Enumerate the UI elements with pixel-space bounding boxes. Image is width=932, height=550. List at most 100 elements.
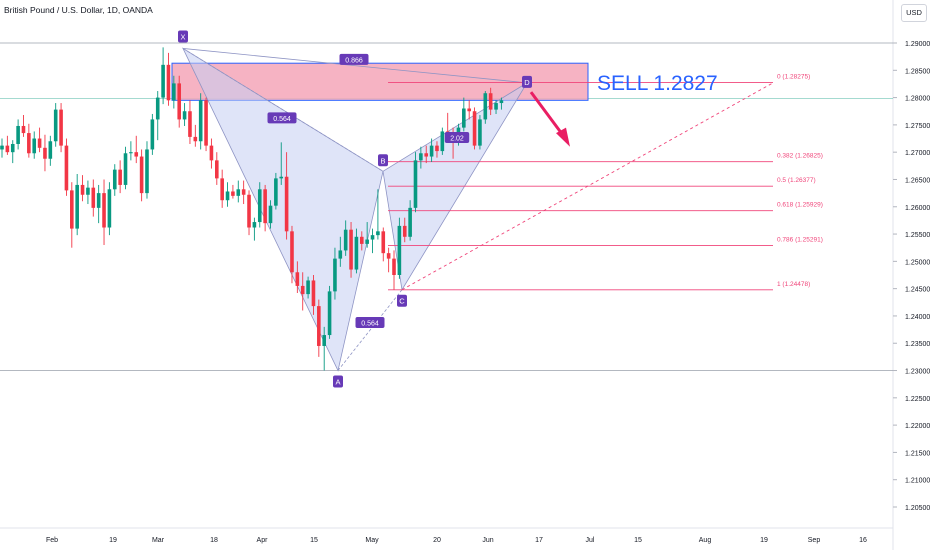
candle-body <box>365 239 369 244</box>
candle-body <box>75 184 79 229</box>
candle-body <box>424 153 429 157</box>
y-tick-label: 1.20500 <box>905 505 930 512</box>
x-tick-label: Apr <box>257 537 269 544</box>
candle-body <box>467 108 471 112</box>
candle-body <box>322 335 326 346</box>
candle-body <box>284 176 289 232</box>
candle-body <box>247 194 251 228</box>
pattern-point-bg <box>178 30 188 43</box>
candle-body <box>338 250 343 259</box>
ratio-label: 2.02 <box>450 135 464 142</box>
candle-body <box>123 153 128 185</box>
fib-level-label: 0.5 (1.26377) <box>777 177 816 184</box>
pattern-point-b: B <box>380 156 385 165</box>
candle-body <box>80 184 85 195</box>
candle-body <box>386 253 391 259</box>
pattern-point-bg <box>333 375 343 388</box>
ratio-label: 0.866 <box>345 57 363 64</box>
candle-body <box>300 285 305 295</box>
y-tick-label: 1.24500 <box>905 287 930 294</box>
candle-body <box>317 306 321 346</box>
candle-body <box>172 83 176 101</box>
candle-body <box>429 145 434 157</box>
y-tick-label: 1.22500 <box>905 396 930 403</box>
candle-body <box>166 64 171 101</box>
candle-body <box>488 93 493 110</box>
candle-body <box>182 111 187 120</box>
x-tick-label: 15 <box>310 537 318 544</box>
candle-body <box>48 141 53 159</box>
y-tick-label: 1.25500 <box>905 232 930 239</box>
candle-body <box>177 83 182 120</box>
candle-body <box>440 131 445 152</box>
y-tick-label: 1.27000 <box>905 150 930 157</box>
candle-body <box>204 100 208 146</box>
candle-body <box>118 169 122 185</box>
candle-body <box>236 189 241 196</box>
x-tick-label: 19 <box>109 537 117 544</box>
pattern-ac-line <box>337 289 403 371</box>
fib-level-label: 0.786 (1.25291) <box>777 236 823 243</box>
y-tick-label: 1.25000 <box>905 259 930 266</box>
sell-annotation: SELL 1.2827 <box>597 72 718 95</box>
candle-body <box>198 100 203 142</box>
candle-body <box>150 119 155 150</box>
x-tick-label: Jun <box>482 537 493 544</box>
candle-body <box>252 222 257 228</box>
candle-body <box>161 64 165 98</box>
fib-level-label: 0.382 (1.26825) <box>777 153 823 160</box>
candle-body <box>193 136 198 142</box>
candle-body <box>295 272 300 286</box>
pattern-point-bg <box>397 294 407 307</box>
pattern-point-c: C <box>399 297 405 306</box>
candle-body <box>279 176 284 179</box>
candle-body <box>145 149 149 194</box>
x-tick-label: Mar <box>152 537 165 544</box>
x-tick-label: 17 <box>535 537 543 544</box>
candle-body <box>494 103 498 110</box>
candle-body <box>91 187 96 208</box>
y-tick-label: 1.27500 <box>905 123 930 130</box>
sell-arrow-head <box>556 127 570 147</box>
candle-body <box>354 236 359 270</box>
ratio-label-bg <box>339 53 369 65</box>
candle-body <box>59 109 63 146</box>
y-tick-label: 1.21000 <box>905 478 930 485</box>
fib-level-label: 0.618 (1.25929) <box>777 202 823 209</box>
candle-body <box>86 187 90 195</box>
candle-body <box>327 291 332 336</box>
y-tick-label: 1.22000 <box>905 423 930 430</box>
candle-body <box>478 119 482 146</box>
ratio-label-bg <box>444 131 470 143</box>
candle-body <box>155 97 160 120</box>
x-tick-label: Sep <box>808 537 821 544</box>
candle-body <box>10 143 15 153</box>
candle-body <box>21 125 26 134</box>
x-tick-label: Aug <box>699 537 712 544</box>
candle-body <box>435 145 439 152</box>
pattern-point-bg <box>378 154 388 167</box>
candle-body <box>37 138 42 148</box>
y-tick-label: 1.24000 <box>905 314 930 321</box>
candle-body <box>96 193 101 208</box>
candle-body <box>43 147 47 159</box>
candle-body <box>462 108 466 128</box>
candle-body <box>499 100 504 104</box>
candle-body <box>134 152 139 157</box>
x-tick-label: 15 <box>634 537 642 544</box>
currency-button[interactable]: USD <box>901 4 927 22</box>
candle-body <box>129 152 133 154</box>
candle-body <box>102 193 106 228</box>
candle-body <box>70 190 74 229</box>
y-tick-label: 1.26500 <box>905 177 930 184</box>
candle-body <box>343 229 348 251</box>
chart-title: British Pound / U.S. Dollar, 1D, OANDA <box>4 5 153 15</box>
ratio-label-bg <box>267 112 297 124</box>
y-tick-label: 1.23000 <box>905 369 930 376</box>
y-tick-label: 1.28500 <box>905 68 930 75</box>
candle-body <box>112 169 117 190</box>
candle-body <box>274 178 278 206</box>
candle-body <box>53 109 58 142</box>
pattern-xd-line <box>182 48 528 84</box>
